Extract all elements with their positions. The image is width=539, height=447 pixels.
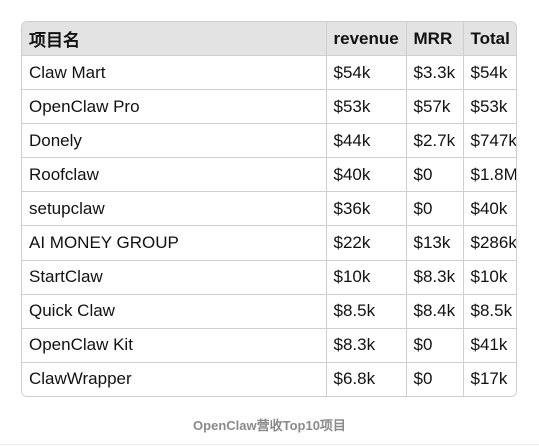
mrr-cell: $2.7k [405, 123, 464, 159]
mrr-cell: $8.4k [405, 293, 464, 329]
table-row: AI MONEY GROUP $22k $13k $286k [22, 225, 516, 261]
table-row: setupclaw $36k $0 $40k [22, 191, 516, 227]
table-row: OpenClaw Pro $53k $57k $53k [22, 89, 516, 125]
revenue-cell: $6.8k [325, 361, 407, 396]
revenue-cell: $36k [325, 191, 407, 227]
revenue-cell: $8.3k [325, 327, 407, 363]
revenue-cell: $53k [325, 89, 407, 125]
column-header-project-name: 项目名 [22, 22, 327, 56]
total-cell: $747k [462, 123, 516, 159]
mrr-cell: $0 [405, 157, 464, 193]
project-name-cell: setupclaw [22, 191, 327, 227]
mrr-cell: $0 [405, 327, 464, 363]
project-name-cell: Quick Claw [22, 293, 327, 329]
table-row: ClawWrapper $6.8k $0 $17k [22, 361, 516, 396]
mrr-cell: $13k [405, 225, 464, 261]
table-row: OpenClaw Kit $8.3k $0 $41k [22, 327, 516, 363]
revenue-cell: $54k [325, 54, 407, 91]
column-header-revenue: revenue [325, 22, 407, 56]
project-name-cell: OpenClaw Kit [22, 327, 327, 363]
project-name-cell: OpenClaw Pro [22, 89, 327, 125]
revenue-table-container: 项目名 revenue MRR Total Claw Mart $54k $3.… [21, 21, 517, 397]
mrr-cell: $57k [405, 89, 464, 125]
project-name-cell: Donely [22, 123, 327, 159]
total-cell: $53k [462, 89, 516, 125]
column-header-total: Total [462, 22, 516, 56]
revenue-table: 项目名 revenue MRR Total Claw Mart $54k $3.… [22, 22, 516, 396]
total-cell: $40k [462, 191, 516, 227]
revenue-cell: $40k [325, 157, 407, 193]
table-header-row: 项目名 revenue MRR Total [22, 22, 516, 56]
divider [0, 444, 539, 445]
table-row: Roofclaw $40k $0 $1.8M [22, 157, 516, 193]
project-name-cell: StartClaw [22, 259, 327, 295]
project-name-cell: AI MONEY GROUP [22, 225, 327, 261]
total-cell: $41k [462, 327, 516, 363]
total-cell: $8.5k [462, 293, 516, 329]
project-name-cell: Roofclaw [22, 157, 327, 193]
total-cell: $54k [462, 54, 516, 91]
project-name-cell: Claw Mart [22, 54, 327, 91]
mrr-cell: $0 [405, 361, 464, 396]
mrr-cell: $0 [405, 191, 464, 227]
revenue-cell: $44k [325, 123, 407, 159]
column-header-mrr: MRR [405, 22, 464, 56]
project-name-cell: ClawWrapper [22, 361, 327, 396]
total-cell: $10k [462, 259, 516, 295]
table-caption: OpenClaw营收Top10项目 [193, 418, 346, 433]
table-row: Donely $44k $2.7k $747k [22, 123, 516, 159]
revenue-cell: $10k [325, 259, 407, 295]
table-row: Claw Mart $54k $3.3k $54k [22, 54, 516, 91]
mrr-cell: $8.3k [405, 259, 464, 295]
total-cell: $286k [462, 225, 516, 261]
total-cell: $1.8M [462, 157, 516, 193]
table-row: Quick Claw $8.5k $8.4k $8.5k [22, 293, 516, 329]
table-row: StartClaw $10k $8.3k $10k [22, 259, 516, 295]
mrr-cell: $3.3k [405, 54, 464, 91]
total-cell: $17k [462, 361, 516, 396]
revenue-cell: $22k [325, 225, 407, 261]
revenue-cell: $8.5k [325, 293, 407, 329]
